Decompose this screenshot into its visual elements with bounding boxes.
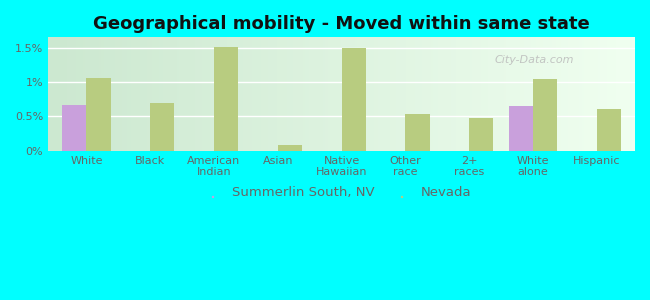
Bar [341, 48, 366, 151]
Bar [533, 79, 557, 151]
Bar [86, 78, 110, 151]
Bar [150, 103, 174, 151]
Bar [214, 47, 238, 151]
Text: City-Data.com: City-Data.com [494, 55, 574, 65]
Title: Geographical mobility - Moved within same state: Geographical mobility - Moved within sam… [93, 15, 590, 33]
Bar [469, 118, 493, 151]
Bar [62, 105, 86, 151]
Bar [509, 106, 533, 151]
Legend: Summerlin South, NV, Nevada: Summerlin South, NV, Nevada [212, 185, 471, 199]
Bar [597, 109, 621, 151]
Bar [406, 114, 430, 151]
Bar [278, 145, 302, 151]
